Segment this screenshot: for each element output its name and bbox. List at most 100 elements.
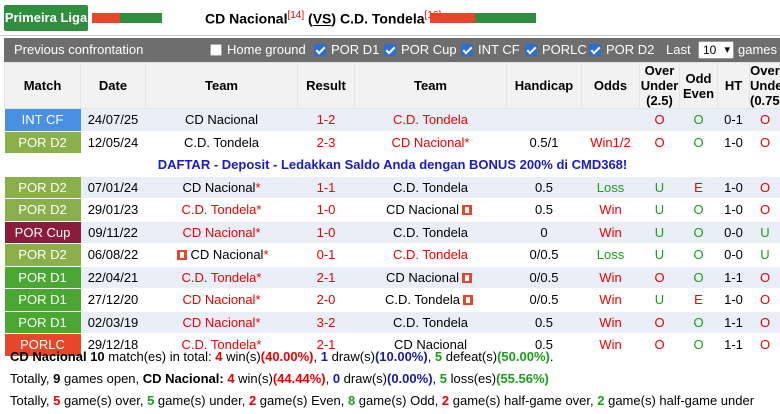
competition-badge[interactable]: POR D2 [4,176,81,199]
home-team-cell[interactable]: CD Nacional [145,108,298,132]
home-team-name[interactable]: CD Nacional [182,179,256,195]
competition-badge[interactable]: POR Cup [4,221,81,244]
away-team-cell[interactable]: C.D. Tondela [354,243,507,267]
away-team-cell[interactable]: C.D. Tondela [354,108,507,132]
checkbox-icon[interactable] [210,43,222,56]
table-row[interactable]: POR D2 12/05/24 C.D. Tondela 2-3 CD Nacional… [4,131,780,154]
score-value[interactable]: 1-1 [316,179,336,195]
checkbox-checked-icon[interactable] [461,43,473,56]
table-row[interactable]: INT CF 24/07/25 CD Nacional 1-2 C.D. Tondela… [4,108,780,132]
competition-badge[interactable]: POR D2 [4,243,81,267]
score[interactable]: 0-1 [297,243,355,267]
checkbox-checked-icon[interactable] [384,43,396,56]
score-value[interactable]: 2-1 [316,337,336,353]
home-team-name[interactable]: CD Nacional [182,224,256,240]
away-team-cell[interactable]: CD Nacional* [354,131,507,154]
home-team-cell[interactable]: C.D. Tondela* [145,333,298,357]
ad-banner-link[interactable]: DAFTAR - Deposit - Ledakkan Saldo Anda d… [4,153,780,177]
table-row[interactable]: PORLC 29/12/18 C.D. Tondela* 2-1 CD Nacional… [4,333,780,357]
handicap [506,108,582,132]
away-team-name[interactable]: C.D. Tondela [393,112,468,128]
away-team-name[interactable]: CD Nacional [386,202,459,218]
filter-int-cf[interactable]: INT CF [461,42,520,57]
away-team-name[interactable]: CD Nacional [386,269,459,285]
home-team-cell[interactable]: C.D. Tondela* [145,266,298,289]
filter-porlc[interactable]: PORLC [525,42,587,57]
score[interactable]: 1-1 [297,176,355,199]
away-team-cell[interactable]: C.D. Tondela [354,176,507,199]
away-team-cell[interactable]: C.D. Tondela [354,221,507,244]
score[interactable]: 1-2 [297,108,355,132]
home-team-name[interactable]: C.D. Tondela [181,202,257,218]
home-team-name[interactable]: CD Nacional [182,314,256,330]
competition-badge[interactable]: POR D1 [4,288,81,312]
away-team-name[interactable]: C.D. Tondela [393,224,468,240]
score[interactable]: 2-3 [297,131,355,154]
competition-badge[interactable]: POR D2 [4,131,81,154]
table-row[interactable]: POR D1 02/03/19 CD Nacional* 3-2 C.D. Tondel… [4,311,780,334]
home-team-cell[interactable]: C.D. Tondela* [145,198,298,222]
score[interactable]: 1-0 [297,221,355,244]
home-team-name[interactable]: C.D. Tondela [181,269,257,285]
home-team-name[interactable]: CD Nacional [205,10,288,27]
home-team-cell[interactable]: CD Nacional* [145,311,298,334]
home-team-name[interactable]: C.D. Tondela [181,337,257,353]
competition-badge[interactable]: INT CF [4,108,81,132]
competition-badge[interactable]: POR D1 [4,311,81,334]
score-value[interactable]: 1-0 [316,224,336,240]
home-team-name[interactable]: CD Nacional [182,292,256,308]
home-team-name[interactable]: C.D. Tondela [184,134,259,150]
home-team-name[interactable]: CD Nacional [185,112,258,128]
away-team-cell[interactable]: CD Nacional [354,333,507,357]
away-team-cell[interactable]: C.D. Tondela [354,311,507,334]
away-team-name[interactable]: C.D. Tondela [393,314,468,330]
checkbox-checked-icon[interactable] [525,43,537,56]
home-team-cell[interactable]: CD Nacional* [145,221,298,244]
filter-por-d1[interactable]: POR D1 [314,42,379,57]
home-team-cell[interactable]: C.D. Tondela [145,131,298,154]
table-row[interactable]: POR Cup 09/11/22 CD Nacional* 1-0 C.D. Tonde… [4,221,780,244]
competition-badge[interactable]: PORLC [4,333,81,357]
home-team-cell[interactable]: CD Nacional* [145,243,298,267]
table-row[interactable]: POR D2 06/08/22 CD Nacional* 0-1 C.D. Tondel… [4,243,780,267]
league-badge[interactable]: Primeira Liga [4,5,88,31]
table-row[interactable]: POR D2 07/01/24 CD Nacional* 1-1 C.D. Tondel… [4,176,780,199]
filter-por-d2[interactable]: POR D2 [589,42,654,57]
ad-banner-row[interactable]: DAFTAR - Deposit - Ledakkan Saldo Anda d… [4,153,780,177]
score-value[interactable]: 3-2 [316,314,336,330]
away-team-name[interactable]: CD Nacional [391,134,465,150]
score[interactable]: 2-1 [297,266,355,289]
home-team-cell[interactable]: CD Nacional* [145,176,298,199]
away-team-name[interactable]: C.D. Tondela [393,247,468,263]
score-value[interactable]: 2-3 [316,134,336,150]
score[interactable]: 2-0 [297,288,355,312]
competition-badge[interactable]: POR D2 [4,198,81,222]
table-row[interactable]: POR D2 29/01/23 C.D. Tondela* 1-0 CD Naciona… [4,198,780,222]
score-value[interactable]: 2-0 [316,292,336,308]
home-team-cell[interactable]: CD Nacional* [145,288,298,312]
score-value[interactable]: 0-1 [316,247,336,263]
table-row[interactable]: POR D1 27/12/20 CD Nacional* 2-0 C.D. Tondel… [4,288,780,312]
away-team-cell[interactable]: CD Nacional [354,266,507,289]
away-team-name[interactable]: C.D. Tondela [339,10,425,27]
competition-badge[interactable]: POR D1 [4,266,81,289]
away-team-name[interactable]: C.D. Tondela [385,292,460,308]
checkbox-checked-icon[interactable] [314,43,326,56]
handicap: 0.5 [506,176,582,199]
score[interactable]: 2-1 [297,333,355,357]
away-team-name[interactable]: CD Nacional [394,337,467,353]
filter-por-cup[interactable]: POR Cup [384,42,457,57]
score[interactable]: 1-0 [297,198,355,222]
away-team-cell[interactable]: C.D. Tondela [354,288,507,312]
filter-home-ground[interactable]: Home ground [210,42,306,57]
score-value[interactable]: 1-2 [316,112,336,128]
away-team-name[interactable]: C.D. Tondela [393,179,468,195]
last-games-select[interactable]: 10 [698,41,734,59]
score[interactable]: 3-2 [297,311,355,334]
checkbox-checked-icon[interactable] [589,43,601,56]
score-value[interactable]: 2-1 [316,269,336,285]
home-team-name[interactable]: CD Nacional [190,247,264,263]
away-team-cell[interactable]: CD Nacional [354,198,507,222]
score-value[interactable]: 1-0 [316,202,336,218]
table-row[interactable]: POR D1 22/04/21 C.D. Tondela* 2-1 CD Naciona… [4,266,780,289]
